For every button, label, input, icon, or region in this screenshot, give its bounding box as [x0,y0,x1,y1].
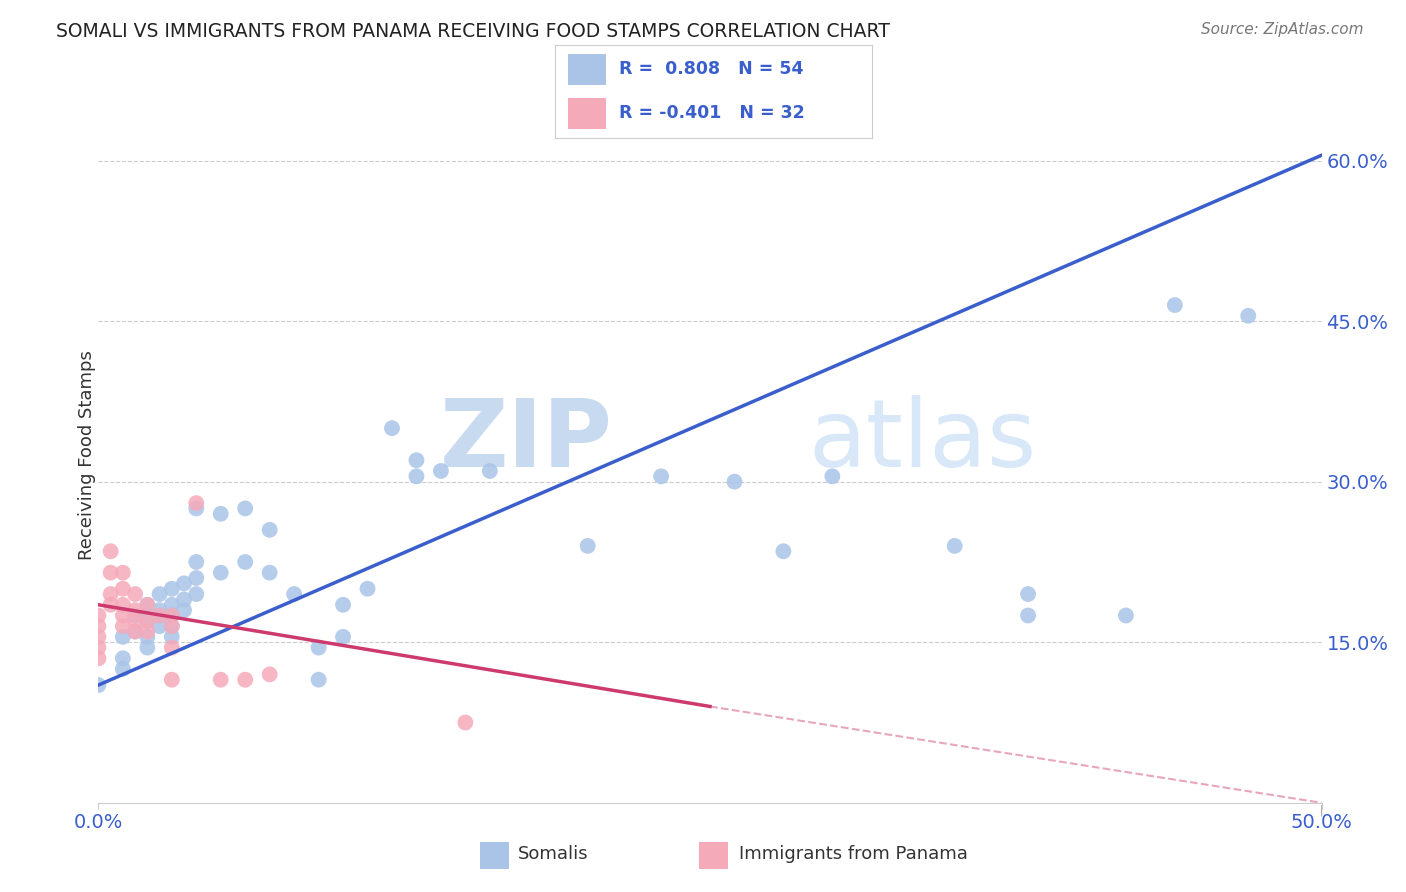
Point [308,640,330,655]
Point [111,566,134,580]
Point [356,582,378,596]
Point [1237,309,1260,323]
Point [186,571,208,585]
Point [149,619,172,633]
Bar [568,54,606,85]
Point [111,662,134,676]
Point [87,619,110,633]
Text: R = -0.401   N = 32: R = -0.401 N = 32 [619,104,804,122]
Point [160,630,183,644]
Point [124,614,146,628]
Point [209,566,232,580]
Point [149,608,172,623]
Point [723,475,745,489]
Bar [479,842,509,869]
Y-axis label: Receiving Food Stamps: Receiving Food Stamps [79,350,96,560]
Point [454,715,477,730]
Point [100,544,122,558]
Point [478,464,501,478]
Point [308,673,330,687]
Point [136,640,159,655]
Point [100,598,122,612]
Point [136,598,159,612]
Point [405,453,427,467]
Point [160,608,183,623]
Point [160,608,183,623]
Point [209,673,232,687]
Point [332,598,354,612]
Point [772,544,794,558]
Text: SOMALI VS IMMIGRANTS FROM PANAMA RECEIVING FOOD STAMPS CORRELATION CHART: SOMALI VS IMMIGRANTS FROM PANAMA RECEIVI… [56,22,890,41]
Point [100,587,122,601]
Point [821,469,844,483]
Point [160,673,183,687]
Point [111,619,134,633]
Point [87,630,110,644]
Text: R =  0.808   N = 54: R = 0.808 N = 54 [619,61,803,78]
Point [136,598,159,612]
Point [149,603,172,617]
Point [233,673,256,687]
Point [1164,298,1187,312]
Point [136,614,159,628]
Point [160,582,183,596]
Point [149,608,172,623]
Point [160,619,183,633]
Point [160,640,183,655]
Point [233,501,256,516]
Point [186,496,208,510]
Point [160,598,183,612]
Point [136,624,159,639]
Point [943,539,966,553]
Point [136,630,159,644]
Point [381,421,404,435]
Point [124,624,146,639]
Point [1115,608,1137,623]
Point [111,651,134,665]
Point [100,566,122,580]
Point [1017,587,1039,601]
Point [149,587,172,601]
Point [576,539,599,553]
Bar [699,842,728,869]
Point [87,640,110,655]
Point [186,555,208,569]
Point [186,501,208,516]
Point [332,630,354,644]
Point [124,587,146,601]
Point [111,630,134,644]
Point [173,603,195,617]
Point [173,592,195,607]
Point [186,587,208,601]
Point [136,614,159,628]
Point [209,507,232,521]
Text: Source: ZipAtlas.com: Source: ZipAtlas.com [1201,22,1364,37]
Point [405,469,427,483]
Point [283,587,305,601]
Point [650,469,672,483]
Text: Immigrants from Panama: Immigrants from Panama [740,845,967,863]
Point [111,582,134,596]
Point [111,598,134,612]
Text: atlas: atlas [808,395,1036,487]
Bar [568,98,606,129]
Point [173,576,195,591]
Point [124,624,146,639]
Point [87,608,110,623]
Point [160,619,183,633]
Point [124,608,146,623]
Point [233,555,256,569]
Text: Somalis: Somalis [517,845,588,863]
Point [259,566,281,580]
Point [124,603,146,617]
Point [111,608,134,623]
Point [259,523,281,537]
Point [259,667,281,681]
Point [87,678,110,692]
Text: ZIP: ZIP [439,395,612,487]
Point [87,651,110,665]
Point [1017,608,1039,623]
Point [430,464,453,478]
